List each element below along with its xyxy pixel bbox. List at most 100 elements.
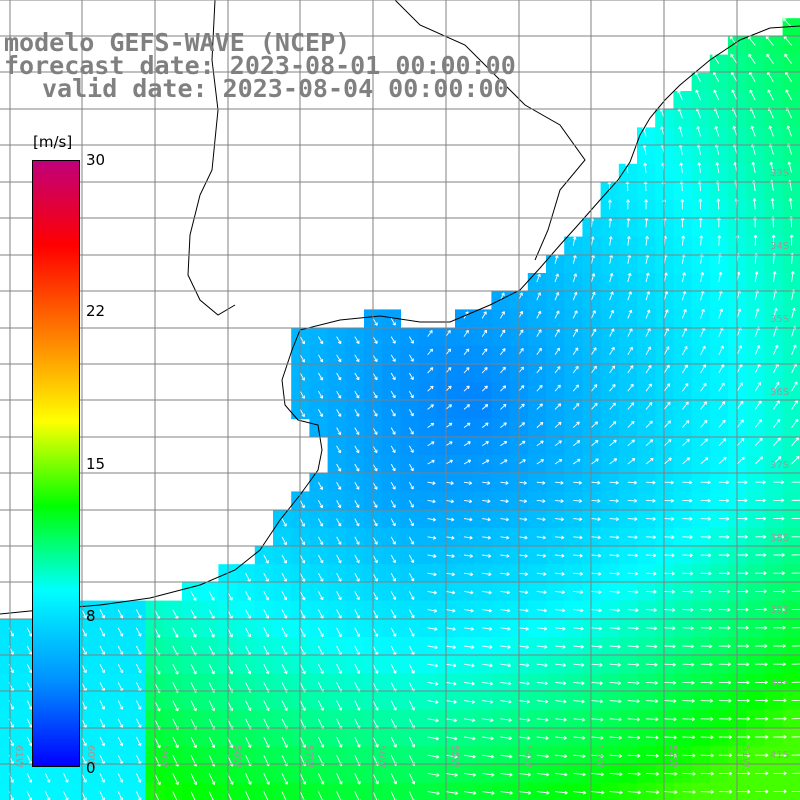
- arrow-icon: [463, 645, 475, 650]
- wind-speed-cell: [491, 291, 511, 310]
- arrow-icon: [572, 254, 577, 264]
- arrow-icon: [773, 680, 787, 685]
- arrow-icon: [791, 516, 800, 520]
- wind-speed-cell: [527, 291, 547, 310]
- arrow-icon: [99, 773, 105, 783]
- arrow-icon: [772, 307, 778, 319]
- arrow-icon: [445, 718, 457, 723]
- arrow-icon: [445, 572, 455, 577]
- wind-speed-cell: [764, 109, 784, 128]
- wind-speed-cell: [600, 455, 620, 474]
- arrow-icon: [336, 554, 342, 564]
- arrow-icon: [518, 772, 531, 777]
- wind-speed-cell: [582, 309, 602, 329]
- arrow-icon: [99, 663, 106, 674]
- arrow-icon: [390, 318, 396, 326]
- arrow-icon: [736, 680, 750, 685]
- wind-speed-cell: [546, 455, 565, 474]
- arrow-icon: [645, 553, 657, 558]
- wind-speed-cell: [473, 345, 492, 365]
- wind-speed-cell: [600, 327, 620, 347]
- arrow-icon: [645, 402, 653, 410]
- wind-speed-cell: [582, 400, 602, 420]
- wind-speed-cell: [564, 455, 583, 474]
- wind-speed-cell: [291, 782, 310, 800]
- arrow-icon: [245, 773, 252, 785]
- arrow-icon: [699, 235, 704, 246]
- colorbar-tick-30: 30: [86, 151, 106, 169]
- wind-speed-cell: [782, 655, 800, 674]
- arrow-icon: [573, 571, 584, 576]
- arrow-icon: [609, 608, 621, 613]
- arrow-icon: [445, 329, 451, 337]
- arrow-icon: [609, 498, 619, 503]
- arrow-icon: [372, 536, 378, 545]
- arrow-icon: [390, 463, 396, 472]
- arrow-icon: [99, 736, 106, 747]
- arrow-icon: [536, 626, 548, 631]
- arrow-icon: [627, 735, 641, 740]
- arrow-icon: [336, 427, 342, 436]
- wind-speed-cell: [673, 109, 693, 128]
- arrow-icon: [299, 336, 305, 345]
- arrow-icon: [554, 699, 567, 704]
- arrow-icon: [518, 608, 529, 613]
- arrow-icon: [718, 680, 732, 685]
- wind-speed-cell: [491, 436, 511, 456]
- arrow-icon: [372, 372, 378, 381]
- colorbar: [32, 160, 80, 767]
- arrow-icon: [645, 662, 658, 667]
- arrow-icon: [664, 717, 677, 722]
- wind-speed-cell: [637, 200, 656, 219]
- wind-speed-cell: [491, 364, 511, 383]
- arrow-icon: [573, 735, 586, 740]
- arrow-icon: [572, 236, 577, 246]
- arrow-icon: [208, 627, 215, 638]
- wind-speed-cell: [546, 291, 565, 310]
- arrow-icon: [336, 773, 343, 785]
- wind-speed-cell: [527, 418, 547, 438]
- arrow-icon: [767, 89, 774, 101]
- arrow-icon: [481, 441, 489, 447]
- arrow-icon: [573, 553, 583, 558]
- arrow-icon: [354, 481, 360, 490]
- wind-speed-cell: [782, 546, 800, 565]
- wind-speed-cell: [582, 455, 602, 474]
- arrow-icon: [536, 440, 544, 447]
- arrow-icon: [645, 498, 656, 503]
- arrow-icon: [336, 463, 342, 472]
- arrow-icon: [354, 354, 360, 363]
- arrow-icon: [26, 627, 33, 637]
- arrow-icon: [712, 53, 720, 64]
- arrow-icon: [482, 645, 493, 650]
- wind-speed-cell: [618, 291, 638, 310]
- arrow-icon: [427, 572, 437, 577]
- arrow-icon: [281, 609, 288, 619]
- arrow-icon: [590, 291, 596, 301]
- arrow-icon: [354, 372, 360, 381]
- arrow-icon: [299, 354, 305, 363]
- wind-speed-cell: [637, 273, 656, 292]
- arrow-icon: [372, 791, 379, 800]
- arrow-icon: [372, 591, 378, 601]
- arrow-icon: [281, 554, 287, 564]
- arrow-icon: [354, 736, 361, 748]
- arrow-icon: [682, 608, 694, 612]
- wind-speed-cell: [691, 418, 711, 438]
- arrow-icon: [481, 348, 488, 356]
- wind-speed-cell: [254, 782, 274, 800]
- wind-speed-cell: [400, 782, 420, 800]
- arrow-icon: [117, 627, 124, 637]
- arrow-icon: [755, 716, 769, 721]
- arrow-icon: [700, 535, 712, 539]
- arrow-icon: [572, 402, 580, 410]
- arrow-icon: [772, 344, 779, 355]
- wind-speed-cell: [637, 400, 656, 420]
- arrow-icon: [263, 791, 270, 800]
- arrow-icon: [427, 700, 439, 704]
- arrow-icon: [608, 236, 613, 246]
- arrow-icon: [500, 403, 507, 410]
- arrow-icon: [773, 571, 786, 576]
- wind-speed-cell: [600, 400, 620, 420]
